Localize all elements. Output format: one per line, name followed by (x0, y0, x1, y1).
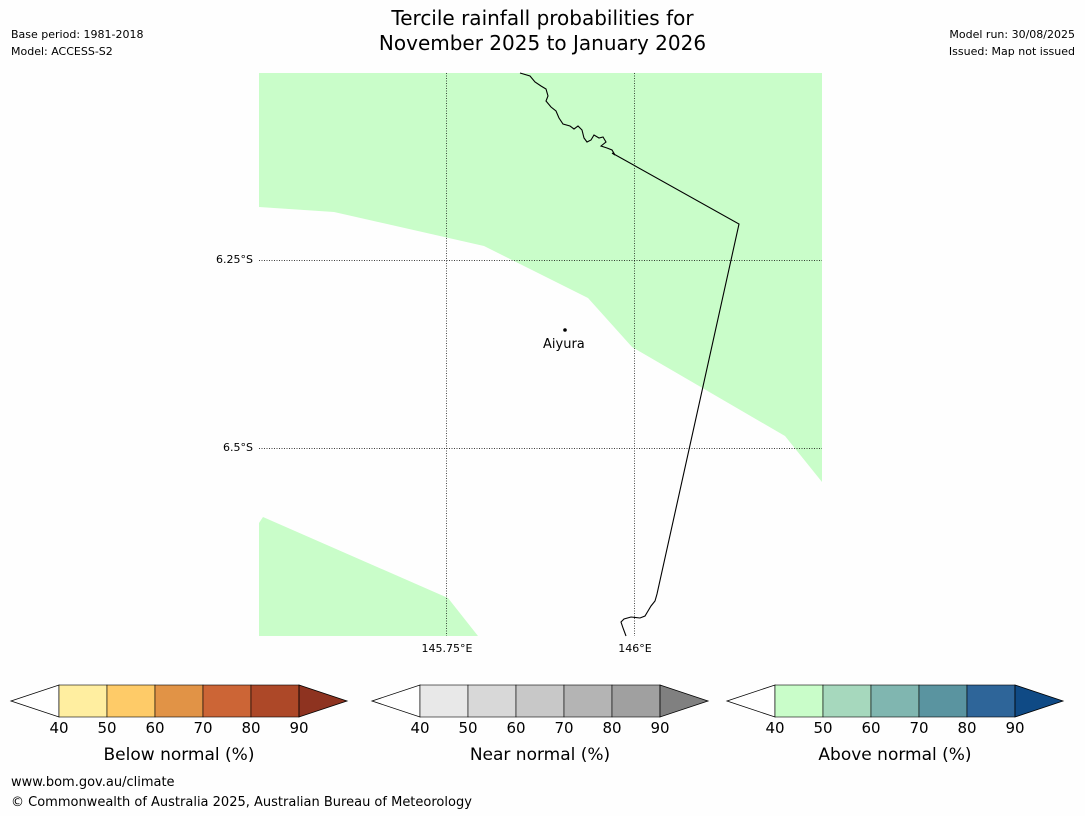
footer-copyright: © Commonwealth of Australia 2025, Austra… (11, 795, 472, 810)
header-left: Base period: 1981-2018 Model: ACCESS-S2 (11, 26, 143, 60)
colorbar-extend-low (725, 684, 776, 718)
colorbar-tick-label: 60 (506, 719, 526, 737)
province-boundary (519, 72, 740, 637)
colorbar-extend-low (370, 684, 421, 718)
colorbar-segment (250, 684, 300, 718)
colorbar-tick-label: 50 (813, 719, 833, 737)
colorbar-segment (822, 684, 872, 718)
colorbar-extend-high (1014, 684, 1065, 718)
colorbar-title: Above normal (%) (818, 745, 972, 765)
colorbar-segment (202, 684, 252, 718)
colorbar-segment (966, 684, 1016, 718)
lat-label-6.5: 6.5°S (223, 441, 253, 454)
colorbar-tick-label: 60 (861, 719, 881, 737)
colorbar-tick-label: 90 (289, 719, 309, 737)
colorbar-title: Below normal (%) (103, 745, 255, 765)
colorbar-segment (467, 684, 517, 718)
shade-region-north (259, 73, 822, 482)
colorbar-tick-label: 70 (554, 719, 574, 737)
town-marker (563, 328, 567, 332)
colorbar-segment (611, 684, 661, 718)
lon-label-145.75: 145.75°E (421, 642, 473, 655)
title-line-2: November 2025 to January 2026 (378, 31, 707, 55)
colorbar-segment (419, 684, 469, 718)
model-name: Model: ACCESS-S2 (11, 45, 113, 58)
colorbar-segment (106, 684, 156, 718)
colorbar-tick-label: 40 (49, 719, 69, 737)
colorbar-segment (563, 684, 613, 718)
map-title: Tercile rainfall probabilities for Novem… (0, 6, 1085, 56)
colorbar-segment (774, 684, 824, 718)
colorbar-tick-label: 80 (241, 719, 261, 737)
issued-status: Issued: Map not issued (948, 45, 1075, 58)
footer-url: www.bom.gov.au/climate (11, 775, 175, 790)
colorbar-tick-label: 50 (97, 719, 117, 737)
colorbar-segment (58, 684, 108, 718)
colorbar-segment (870, 684, 920, 718)
colorbar-tick-label: 40 (765, 719, 785, 737)
shade-region-southwest (259, 517, 478, 636)
lon-label-146: 146°E (618, 642, 652, 655)
lat-label-6.25: 6.25°S (216, 253, 253, 266)
colorbar-extend-high (298, 684, 349, 718)
colorbar-segment (154, 684, 204, 718)
colorbar-segment (515, 684, 565, 718)
colorbar-extend-low (9, 684, 60, 718)
town-label: Aiyura (543, 337, 585, 352)
model-run: Model run: 30/08/2025 (949, 28, 1075, 41)
colorbar-tick-label: 50 (458, 719, 478, 737)
colorbar-tick-label: 40 (410, 719, 430, 737)
title-line-1: Tercile rainfall probabilities for (391, 6, 694, 30)
colorbar-tick-label: 70 (909, 719, 929, 737)
colorbar-tick-label: 80 (602, 719, 622, 737)
colorbar-segment (918, 684, 968, 718)
colorbar-tick-label: 60 (145, 719, 165, 737)
colorbar-tick-label: 90 (650, 719, 670, 737)
header-right: Model run: 30/08/2025 Issued: Map not is… (949, 26, 1075, 60)
base-period: Base period: 1981-2018 (11, 28, 144, 41)
colorbar-tick-label: 80 (957, 719, 977, 737)
colorbar-tick-label: 70 (193, 719, 213, 737)
colorbar-extend-high (659, 684, 710, 718)
colorbar-tick-label: 90 (1005, 719, 1025, 737)
colorbar-title: Near normal (%) (469, 745, 611, 765)
